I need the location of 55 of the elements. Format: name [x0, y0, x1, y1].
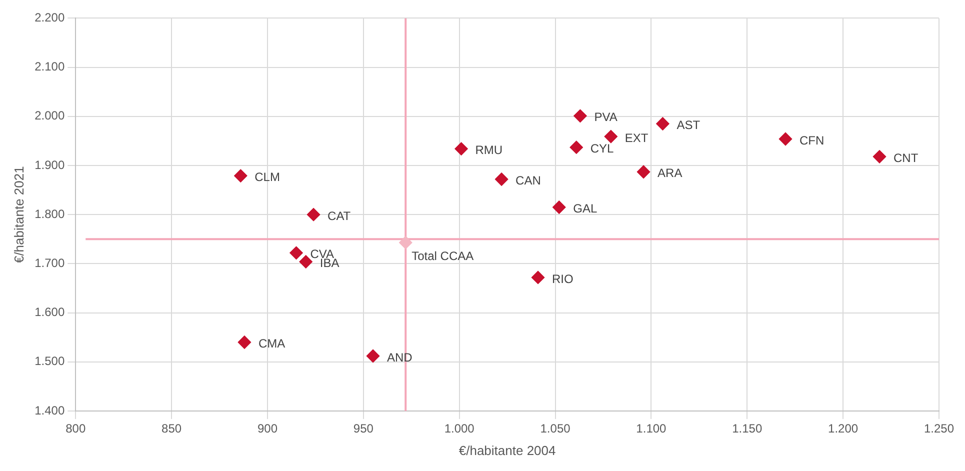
x-tick-label: 1.050 — [540, 422, 571, 436]
y-tick-label: 2.100 — [34, 60, 65, 74]
point — [574, 109, 587, 122]
point — [307, 208, 320, 222]
x-tick-label: 1.200 — [828, 422, 858, 436]
annotation: RMU — [475, 143, 503, 158]
point — [637, 165, 650, 178]
x-tick-label: 1.250 — [924, 422, 954, 436]
annotation: CYL — [590, 142, 614, 156]
point — [234, 169, 248, 182]
y-tick-label: 1.600 — [34, 305, 65, 320]
annotation: AND — [387, 350, 413, 364]
annotation: ARA — [658, 166, 682, 180]
series-label: Total CCAA — [412, 248, 474, 263]
y-tick-label: 2.000 — [34, 108, 65, 123]
x-tick-label: 1.150 — [732, 422, 762, 436]
annotation: CAN — [516, 174, 541, 188]
point — [779, 132, 792, 146]
y-tick-label: 1.700 — [34, 256, 65, 270]
point — [238, 336, 251, 349]
point — [570, 140, 583, 154]
annotation: RIO — [552, 272, 574, 286]
x-tick-label: 850 — [162, 422, 182, 436]
annotation: CFN — [800, 133, 824, 148]
x-tick-label: 800 — [66, 422, 86, 436]
annotation: GAL — [573, 202, 598, 216]
annotation: PVA — [594, 110, 618, 124]
point — [299, 255, 312, 268]
point — [604, 130, 618, 144]
annotation: CAT — [328, 208, 352, 223]
x-tick-label: 1.000 — [444, 422, 475, 436]
x-tick-label: 900 — [257, 422, 278, 436]
point — [399, 236, 412, 250]
point — [290, 246, 303, 260]
annotation: EXT — [624, 130, 649, 145]
point — [454, 142, 468, 156]
annotation: CMA — [258, 336, 286, 351]
point — [495, 172, 508, 186]
y-tick-label: 1.400 — [34, 403, 65, 418]
annotation: AST — [676, 118, 701, 132]
point — [366, 350, 380, 363]
x-axis-title: €/habitante 2004 — [458, 442, 556, 458]
x-tick-label: 950 — [353, 422, 374, 436]
x-tick-label: 1.100 — [636, 422, 667, 436]
y-tick-label: 1.900 — [34, 158, 65, 172]
point — [552, 200, 566, 214]
point — [532, 270, 545, 284]
point — [873, 150, 886, 164]
y-tick-label: 2.200 — [34, 10, 65, 25]
y-axis-title: €/habitante 2021 — [11, 166, 26, 264]
annotation: CLM — [254, 170, 280, 184]
y-tick-label: 1.800 — [34, 206, 65, 221]
point — [656, 117, 670, 130]
annotation: CNT — [894, 150, 919, 165]
y-tick-label: 1.500 — [34, 354, 65, 368]
